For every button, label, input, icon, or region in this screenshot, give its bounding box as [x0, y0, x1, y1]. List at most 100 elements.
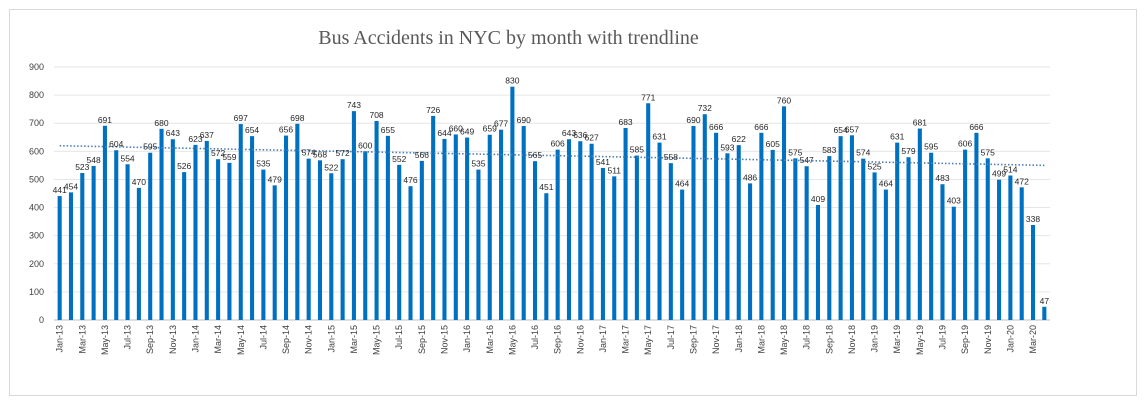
data-label: 479: [268, 174, 282, 184]
x-tick-label: Sep-18: [824, 325, 834, 354]
bar: [216, 159, 221, 320]
x-tick-label: Jan-16: [462, 325, 472, 353]
data-label: 548: [87, 155, 101, 165]
bar: [227, 162, 232, 320]
x-tick-label: Jan-13: [55, 325, 65, 353]
data-label: 535: [471, 159, 485, 169]
data-label: 338: [1026, 214, 1040, 224]
bar: [634, 155, 639, 320]
bar: [589, 143, 594, 320]
data-label: 666: [969, 122, 983, 132]
x-tick-label: May-18: [779, 325, 789, 355]
bar: [317, 160, 323, 320]
bar: [465, 137, 470, 320]
data-label: 566: [415, 150, 429, 160]
bar: [408, 186, 413, 320]
data-label: 595: [924, 142, 938, 152]
data-label: 631: [652, 132, 666, 142]
data-label: 655: [381, 125, 395, 135]
data-label: 523: [75, 162, 89, 172]
data-labels: 4414545235486916045544705956806435266236…: [53, 76, 1050, 306]
data-label: 760: [777, 95, 791, 105]
data-label: 572: [211, 148, 225, 158]
bar: [476, 169, 481, 320]
data-label: 690: [686, 115, 700, 125]
x-tick-label: Jul-15: [394, 325, 404, 350]
x-tick-label: Mar-16: [485, 325, 495, 354]
y-tick-label: 400: [29, 203, 44, 213]
x-tick-label: Mar-13: [77, 325, 87, 354]
data-label: 499: [992, 169, 1006, 179]
data-label: 656: [279, 125, 293, 135]
data-label: 547: [800, 155, 814, 165]
data-label: 643: [562, 128, 576, 138]
x-tick-label: Jul-18: [802, 325, 812, 350]
bar: [193, 144, 198, 320]
x-tick-label: Mar-18: [756, 325, 766, 354]
data-label: 559: [222, 152, 236, 162]
bar: [419, 160, 424, 320]
data-label: 585: [630, 145, 644, 155]
bar: [351, 111, 356, 320]
gridlines: [54, 66, 1050, 321]
bar: [329, 173, 334, 320]
data-label: 606: [551, 139, 565, 149]
x-tick-label: Sep-19: [960, 325, 970, 354]
bar: [759, 132, 764, 320]
bar: [397, 164, 402, 320]
bar: [623, 128, 628, 320]
x-tick-label: Jan-19: [870, 325, 880, 353]
x-tick-label: Nov-15: [439, 325, 449, 354]
data-label: 575: [981, 147, 995, 157]
x-tick-label: Jan-15: [326, 325, 336, 353]
x-tick-label: Jan-18: [734, 325, 744, 353]
x-tick-label: Nov-14: [304, 325, 314, 354]
y-tick-label: 600: [29, 146, 44, 156]
data-label: 604: [109, 139, 123, 149]
x-tick-label: Jan-17: [598, 325, 608, 353]
data-label: 514: [1003, 165, 1017, 175]
bar: [963, 149, 968, 320]
data-label: 771: [641, 92, 655, 102]
data-label: 677: [494, 119, 508, 129]
data-label: 681: [913, 118, 927, 128]
data-label: 697: [234, 113, 248, 123]
x-tick-label: Jan-14: [190, 325, 200, 353]
y-tick-label: 900: [29, 62, 44, 72]
data-label: 690: [517, 115, 531, 125]
x-tick-label: Jul-16: [530, 325, 540, 350]
data-label: 554: [120, 153, 134, 163]
bar: [714, 132, 719, 320]
bar: [374, 120, 379, 321]
x-tick-label: Mar-15: [349, 325, 359, 354]
bar: [148, 152, 153, 320]
bar: [600, 167, 605, 320]
data-label: 666: [754, 122, 768, 132]
bar: [442, 138, 447, 320]
x-tick-label: Sep-13: [145, 325, 155, 354]
bar: [736, 145, 741, 320]
data-label: 732: [698, 103, 712, 113]
bar: [68, 192, 74, 320]
x-tick-label: May-15: [372, 325, 382, 355]
x-tick-label: Sep-14: [281, 325, 291, 354]
bar: [306, 158, 311, 320]
data-label: 486: [743, 172, 757, 182]
data-label: 660: [449, 123, 463, 133]
data-label: 454: [64, 181, 78, 191]
bar: [748, 183, 753, 320]
data-label: 595: [143, 142, 157, 152]
data-label: 525: [867, 161, 881, 171]
bar: [646, 103, 651, 320]
bar: [566, 139, 572, 320]
data-label: 627: [585, 133, 599, 143]
bar: [770, 149, 775, 320]
data-label: 680: [154, 118, 168, 128]
bar: [340, 159, 345, 320]
bar: [272, 185, 277, 320]
data-label: 483: [935, 173, 949, 183]
bar: [1008, 175, 1013, 320]
data-label: 464: [675, 179, 689, 189]
data-label: 403: [947, 196, 961, 206]
